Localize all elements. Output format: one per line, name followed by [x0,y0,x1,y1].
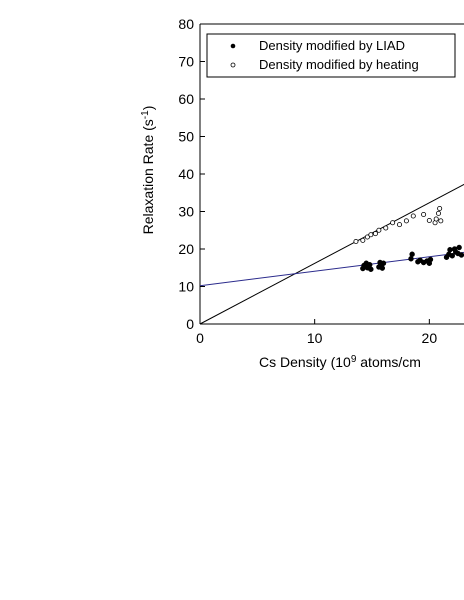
x-axis-title-base: Cs Density (10 [259,354,351,370]
x-axis-title-end: atoms/cm [356,354,421,370]
data-point-liad [456,244,462,251]
data-point-liad [447,247,453,253]
y-tick-label: 70 [178,54,194,70]
data-point-liad [449,253,455,259]
data-point-heating [421,211,427,217]
x-axis-title-superscript: 9 [351,354,357,365]
data-point-heating [433,216,439,222]
y-tick-label: 30 [178,204,194,220]
data-point-liad [458,252,464,258]
data-point-heating [410,213,416,219]
data-point-liad [380,260,387,266]
data-point-heating [368,232,374,238]
y-tick-label: 50 [178,129,194,145]
data-point-liad [427,256,434,263]
y-tick-label: 60 [178,91,194,107]
data-point-heating [383,225,389,231]
data-point-liad [408,256,414,262]
data-point-liad [367,262,373,268]
data-point-liad [409,251,415,257]
legend-label-heating: Density modified by heating [259,57,419,72]
marker-layer [353,205,464,272]
data-point-heating [360,237,366,243]
y-tick-label: 20 [178,241,194,257]
data-point-heating [403,218,409,224]
data-point-liad [368,266,374,272]
y-tick-label: 10 [178,279,194,295]
x-axis-title: Cs Density (109 atoms/cm [259,354,421,371]
legend-label-liad: Density modified by LIAD [259,38,405,53]
data-point-liad [379,265,386,271]
y-tick-label: 80 [178,16,194,32]
y-axis-title-base: Relaxation Rate (s [140,119,156,234]
data-point-heating [397,222,403,228]
data-point-heating [372,231,378,237]
y-axis-title-end: ) [140,106,156,111]
x-tick-label: 0 [196,330,204,346]
legend-marker-liad [230,43,236,49]
data-point-heating [436,210,442,216]
data-point-heating [364,234,370,240]
legend-marker-heating [230,62,236,68]
fit-line-density-modified-by-heating [199,183,464,325]
y-axis-title: Relaxation Rate (s-1) [140,106,157,235]
x-tick-label: 20 [422,330,438,346]
legend: Density modified by LIAD Density modifie… [206,33,456,78]
data-point-heating [353,238,359,244]
y-tick-label: 0 [186,316,194,332]
data-point-heating [376,227,382,233]
legend-frame [206,33,456,78]
tick-layer: 010203040506070800102030 [178,16,438,346]
data-point-heating [438,218,444,224]
x-tick-label: 10 [307,330,323,346]
y-axis-title-superscript: -1 [140,110,151,119]
data-point-heating [390,220,396,226]
data-point-heating [437,205,443,211]
y-tick-label: 40 [178,166,194,182]
data-point-heating [426,217,432,223]
